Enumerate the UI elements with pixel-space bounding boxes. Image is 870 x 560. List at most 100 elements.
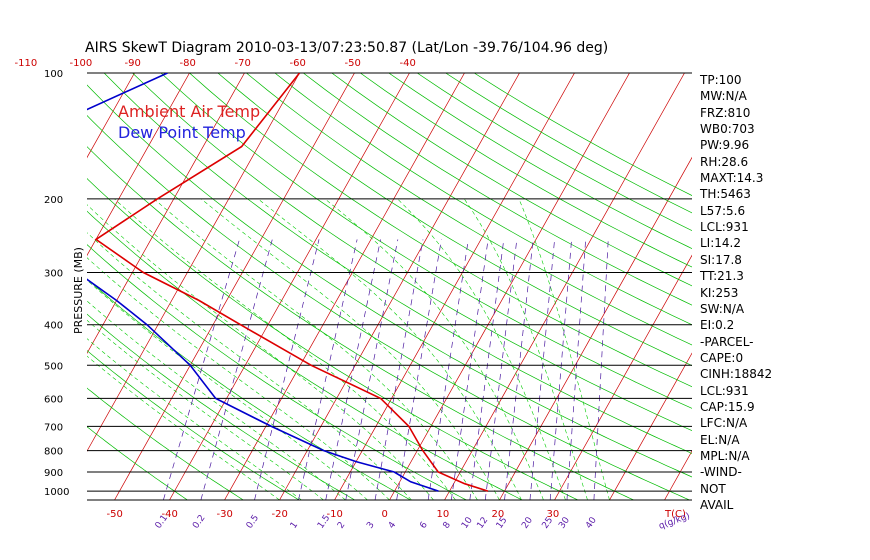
pressure-tick-label: 500 [44, 361, 63, 372]
chart-title: AIRS SkewT Diagram 2010-03-13/07:23:50.8… [85, 40, 608, 56]
legend-ambient-air: Ambient Air Temp [118, 102, 260, 121]
pressure-tick-label: 100 [44, 69, 63, 80]
dry-adiabat-line [303, 73, 692, 306]
dry-adiabat-line [388, 73, 692, 249]
index-item: LCL:931 [700, 220, 749, 235]
bottom-temp-tick-label: -20 [272, 509, 288, 520]
top-temp-tick-label: -50 [345, 58, 361, 69]
pressure-tick-label: 1000 [44, 487, 69, 498]
dry-adiabat-line [217, 73, 692, 367]
moist-adiabat-line [87, 319, 324, 500]
isotherm-line [664, 450, 692, 500]
y-axis-label: PRESSURE (MB) [72, 247, 85, 334]
mixing-ratio-tick-label: 20 [520, 515, 535, 530]
mixing-ratio-tick-label: 10 [460, 515, 475, 530]
mixing-ratio-tick-label: 1 [289, 520, 300, 530]
dry-adiabat-line [132, 73, 692, 432]
dry-adiabat-line [246, 73, 692, 346]
mixing-ratio-line [298, 239, 358, 500]
mixing-ratio-tick-label: 0.5 [245, 513, 261, 530]
bottom-temp-tick-label: -40 [162, 509, 178, 520]
moist-adiabat-line [464, 198, 588, 500]
pressure-tick-label: 700 [44, 422, 63, 433]
moist-adiabat-line [201, 198, 500, 500]
index-item: TT:21.3 [700, 269, 744, 284]
moist-adiabat-line [257, 198, 522, 500]
pressure-tick-label: 900 [44, 468, 63, 479]
mixing-ratio-tick-label: 2 [336, 520, 347, 530]
moist-adiabat-line [87, 257, 390, 500]
dry-adiabat-line [87, 244, 467, 500]
moist-adiabat-line [397, 198, 566, 500]
tick-layer: 1002003004005006007008009001000-120-110-… [15, 58, 600, 531]
isotherm-line [87, 73, 135, 159]
mixing-ratio-line [374, 239, 424, 500]
index-item: AVAIL [700, 498, 734, 512]
index-item: WB0:703 [700, 122, 755, 137]
mixing-ratio-tick-label: 3 [365, 520, 376, 530]
dry-adiabat-line [331, 73, 692, 287]
index-item: MAXT:14.3 [700, 171, 764, 186]
top-temp-tick-label: -80 [180, 58, 196, 69]
mixing-ratio-line [396, 239, 442, 500]
mixing-ratio-line [427, 239, 469, 500]
dry-adiabat-line [87, 146, 634, 500]
series-layer [87, 73, 489, 492]
mixing-ratio-line [200, 239, 273, 500]
moist-adiabat-line [87, 204, 434, 500]
pressure-tick-label: 800 [44, 447, 63, 458]
mixing-ratio-tick-label: 30 [557, 515, 572, 530]
moist-adiabat-line [518, 198, 610, 500]
isotherm-line [87, 73, 245, 354]
isotherm-line [0, 73, 25, 500]
dry-adiabat-line [360, 73, 692, 268]
mixing-ratio-tick-label: 4 [387, 520, 399, 531]
index-item: PW:9.96 [700, 138, 750, 153]
index-item: FRZ:810 [700, 105, 751, 120]
dry-adiabat-line [274, 73, 692, 326]
bottom-temp-tick-label: 10 [437, 509, 450, 520]
isotherm-line [720, 73, 870, 500]
moist-adiabat-line [87, 300, 346, 500]
mixing-ratio-line [163, 239, 240, 500]
isotherm-line [389, 73, 630, 500]
index-item: -PARCEL- [700, 334, 754, 349]
mixing-ratio-tick-label: 40 [584, 515, 599, 530]
dew-point-temp-line [87, 73, 439, 492]
moist-adiabat-line [87, 355, 280, 500]
moist-adiabat-line [87, 232, 412, 500]
moist-adiabat-line [324, 198, 544, 500]
top-temp-tick-label: -100 [70, 58, 93, 69]
pressure-tick-label: 200 [44, 195, 63, 206]
bottom-temp-tick-label: 20 [492, 509, 505, 520]
dry-adiabat-line [87, 426, 188, 500]
isotherm-line [87, 73, 190, 257]
index-item: TP:100 [700, 73, 742, 87]
isotherm-line [554, 254, 692, 500]
mixing-ratio-tick-label: 0.2 [191, 513, 207, 530]
ambient-air-temp-line [94, 73, 489, 492]
index-item: CAP:15.9 [700, 399, 755, 414]
mixing-ratio-tick-label: 12 [476, 516, 491, 531]
top-temp-tick-label: -70 [235, 58, 251, 69]
mixing-ratio-line [254, 239, 320, 500]
index-item: CINH:18842 [700, 367, 773, 382]
isotherm-line [499, 156, 692, 500]
mixing-ratio-line [451, 239, 489, 500]
bottom-temp-tick-label: -30 [217, 509, 233, 520]
isotherm-line [609, 352, 692, 500]
pressure-tick-label: 300 [44, 269, 63, 280]
isotherm-line [0, 73, 80, 500]
top-temp-tick-label: -90 [125, 58, 141, 69]
index-item: KI:253 [700, 285, 739, 300]
index-item: EL:N/A [700, 432, 740, 447]
top-temp-tick-label: -110 [15, 58, 38, 69]
x-axis-unit-label: T(C) [664, 509, 686, 520]
index-item: SI:17.8 [700, 252, 742, 267]
mixing-ratio-line [549, 239, 572, 500]
isotherm-line [444, 73, 685, 500]
isotherm-line [224, 73, 465, 500]
grid-layer [0, 73, 870, 500]
legend-dew-point: Dew Point Temp [118, 123, 246, 142]
dry-adiabat-line [417, 73, 692, 231]
